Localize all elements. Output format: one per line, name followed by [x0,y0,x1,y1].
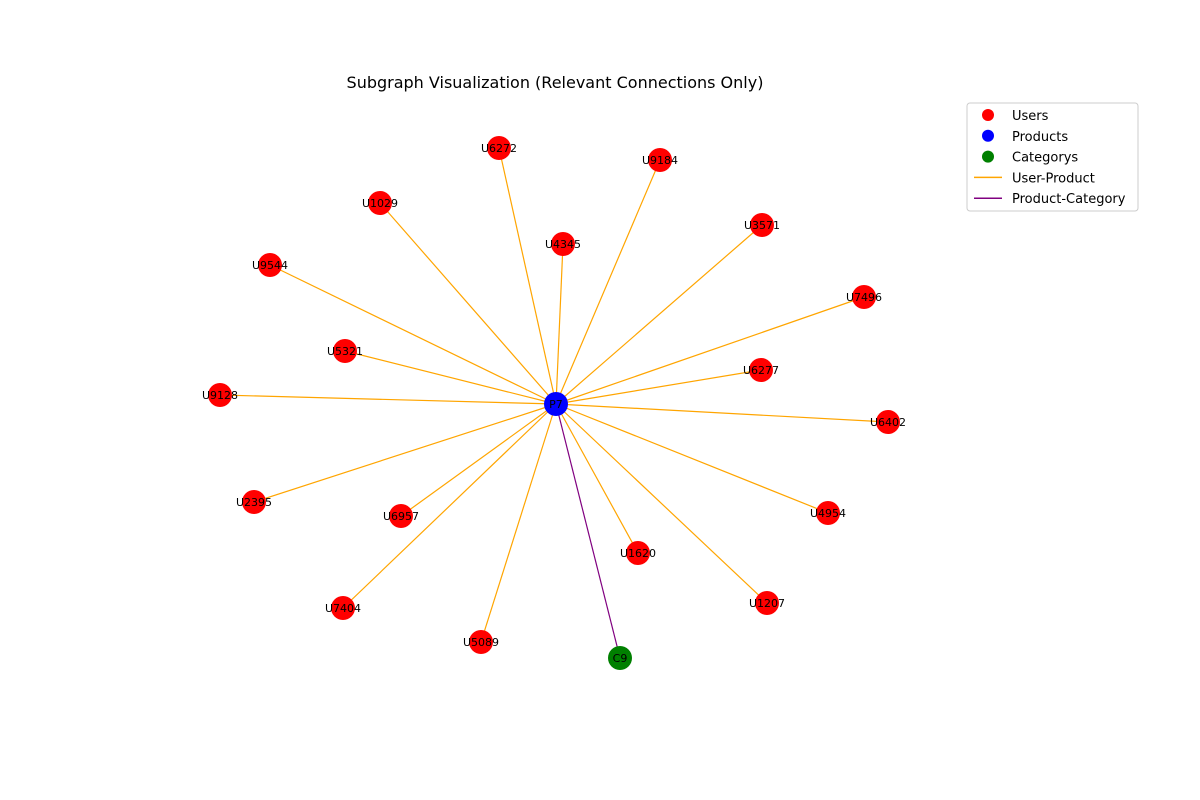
legend-entry: Categorys [982,150,1078,166]
user-node-circle [876,410,900,434]
user-node-label: U4345 [545,238,581,251]
category-node: C9 [608,646,632,670]
nodes-layer: U6272 U9184 U1029 U4345 U3571 U9544 U7496 U5321… [202,136,906,670]
product-node: P7 [544,392,568,416]
user-node-label: U5321 [327,345,363,358]
user-product-edge [555,224,763,405]
legend-marker [982,109,994,121]
legend-marker [982,150,994,163]
user-node-label: U6272 [481,142,517,155]
edges-layer [219,147,889,659]
user-node-circle [333,339,357,363]
user-node-label: U9544 [252,259,288,272]
user-product-edge [269,264,557,405]
user-product-edge [555,296,865,405]
user-node-circle [852,285,876,309]
user-node: U6957 [383,504,419,528]
user-node: U2395 [236,490,272,514]
user-product-edge [555,403,639,554]
user-node-label: U6402 [870,416,906,429]
user-product-edge [219,394,557,405]
user-product-edge [555,243,564,405]
user-node: U4345 [545,232,581,256]
user-node-circle [487,136,511,160]
user-node-circle [816,501,840,525]
legend-marker [982,129,994,142]
user-node-label: U9128 [202,389,238,402]
user-product-edge [555,159,661,405]
user-product-edge [555,403,889,423]
user-node: U1207 [749,591,785,615]
category-node-circle [608,646,632,670]
user-node: U4954 [810,501,846,525]
user-product-edge [379,202,557,405]
user-node-circle [389,504,413,528]
user-product-edge [555,369,762,405]
user-node-label: U2395 [236,496,272,509]
product-category-edge [555,403,621,659]
user-node-label: U1620 [620,547,656,560]
user-node: U9184 [642,148,678,172]
user-node-label: U7496 [846,291,882,304]
user-node-circle [626,541,650,565]
user-node: U5321 [327,339,363,363]
user-node: U9544 [252,253,288,277]
user-node: U5089 [463,630,499,654]
user-node-label: U7404 [325,602,361,615]
figure-title: Subgraph Visualization (Relevant Connect… [347,73,764,92]
user-product-edge [480,403,557,643]
product-node-label: P7 [549,398,563,411]
user-node-label: U6277 [743,364,779,377]
user-product-edge [555,403,768,604]
legend-entry: Product-Category [974,192,1126,207]
user-product-edge [400,403,557,517]
user-node: U1620 [620,541,656,565]
legend-label: Users [1012,109,1049,124]
user-node-label: U6957 [383,510,419,523]
user-node-label: U1207 [749,597,785,610]
user-node-label: U9184 [642,154,678,167]
user-node-circle [208,383,232,407]
user-node: U6402 [870,410,906,434]
legend-entry: User-Product [974,171,1095,186]
user-node: U7496 [846,285,882,309]
legend-items: Users Products Categorys User-Product Produc… [974,109,1126,207]
legend-entry: Products [982,129,1068,145]
user-node: U3571 [744,213,780,237]
user-node-circle [469,630,493,654]
user-product-edge [344,350,557,405]
user-node-circle [331,596,355,620]
user-product-edge [498,147,557,405]
legend-label: Categorys [1012,151,1078,166]
user-node-circle [242,490,266,514]
user-product-edge [342,403,557,609]
user-node: U1029 [362,191,398,215]
user-node-label: U1029 [362,197,398,210]
category-node-label: C9 [613,652,628,665]
user-product-edge [253,403,557,503]
user-node-label: U3571 [744,219,780,232]
user-node: U7404 [325,596,361,620]
legend-entry: Users [982,109,1049,124]
user-node: U9128 [202,383,238,407]
user-node: U6277 [743,358,779,382]
legend-label: User-Product [1012,171,1095,186]
legend-frame [966,102,1139,212]
legend-label: Product-Category [1012,192,1126,207]
user-node-circle [755,591,779,615]
user-node-circle [749,358,773,382]
user-node: U6272 [481,136,517,160]
legend-label: Products [1012,130,1068,145]
user-node-circle [368,191,392,215]
legend: Users Products Categorys User-Product Produc… [966,102,1139,212]
user-node-label: U4954 [810,507,846,520]
user-node-label: U5089 [463,636,499,649]
user-node-circle [648,148,672,172]
user-node-circle [750,213,774,237]
product-node-circle [544,392,568,416]
user-node-circle [258,253,282,277]
user-node-circle [551,232,575,256]
user-product-edge [555,403,829,514]
